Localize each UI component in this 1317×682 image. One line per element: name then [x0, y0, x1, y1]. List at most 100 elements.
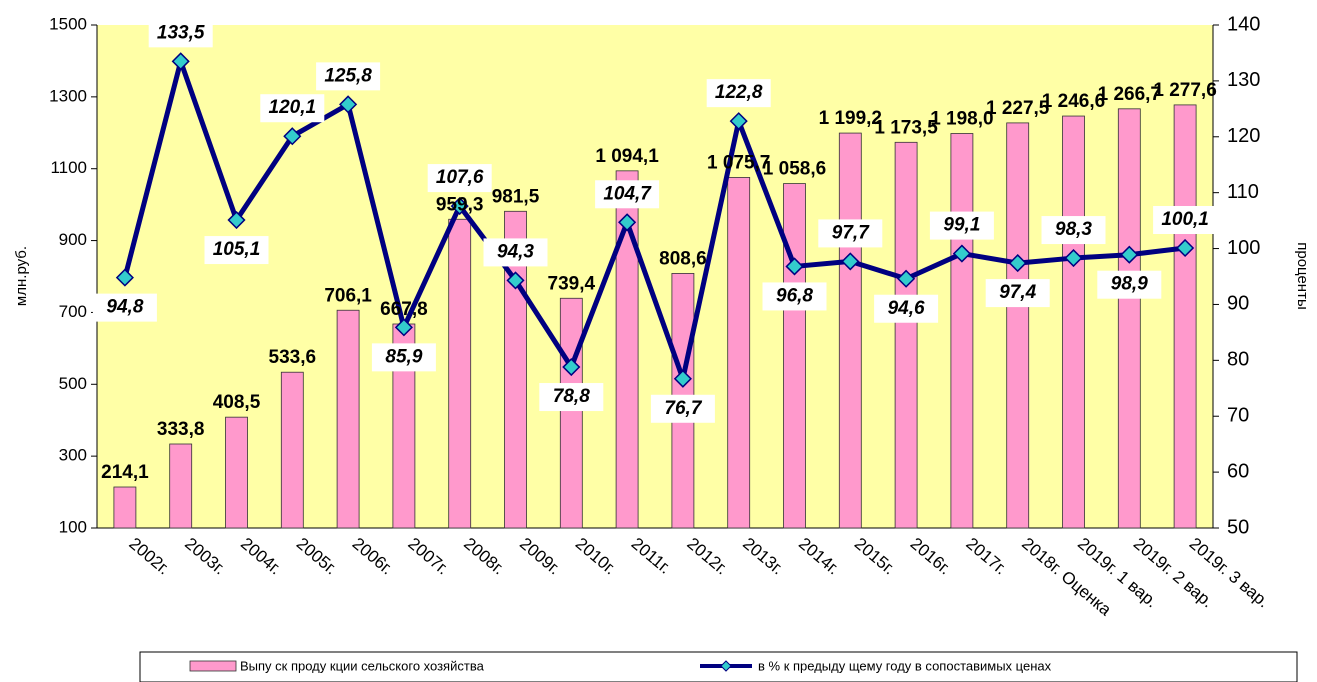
bar-value-label: 808,6 [659, 248, 707, 269]
legend-label: Выпу ск проду кции сельского хозяйства [240, 658, 485, 673]
bar [559, 297, 583, 529]
marker [227, 210, 246, 230]
marker [729, 112, 748, 131]
line-value-label: 120,1 [269, 97, 317, 118]
bar-value-label: 1 199,2 [819, 108, 882, 129]
line-label-box [706, 79, 771, 108]
line-label-box [316, 62, 381, 91]
y-tick-label: 100 [59, 517, 87, 536]
line-label-box [818, 219, 883, 248]
x-tick-label: 2006г. [349, 534, 397, 579]
y-tick-label: 700 [59, 302, 87, 321]
legend-label: в % к предыду щему году в сопоставимых ц… [758, 658, 1052, 673]
bar-value-label: 1 227,5 [986, 98, 1050, 119]
y2-tick-label: 70 [1227, 405, 1249, 427]
line-label-box [260, 94, 325, 123]
bar-value-label: 739,4 [548, 273, 596, 294]
bar [280, 371, 304, 529]
line-value-label: 105,1 [213, 239, 261, 260]
bar-value-label: 1 094,1 [595, 146, 659, 167]
line-value-label: 133,5 [157, 22, 205, 43]
bar [783, 183, 806, 529]
line-value-label: 98,9 [1111, 274, 1148, 295]
marker [450, 197, 469, 216]
y2-tick-label: 50 [1227, 516, 1249, 538]
line-label-box [148, 19, 213, 48]
bar-value-label: 1 058,6 [763, 159, 826, 180]
y2-tick-label: 100 [1227, 237, 1260, 259]
bar-value-label: 1 246,6 [1042, 91, 1105, 112]
line-value-label: 98,3 [1055, 219, 1092, 240]
marker [283, 127, 302, 146]
bar [1173, 104, 1197, 529]
bar [1117, 108, 1141, 529]
x-tick-label: 2003г. [181, 534, 229, 579]
bar-value-label: 1 198,0 [930, 109, 993, 130]
bar-value-label: 667,8 [380, 299, 428, 320]
bar [894, 141, 918, 529]
line-label-box [427, 164, 492, 193]
x-tick-label: 2011г. [628, 534, 675, 578]
marker [115, 268, 134, 287]
line-value-label: 97,4 [999, 282, 1036, 303]
x-tick-label: 2002г. [125, 534, 173, 579]
marker [171, 52, 190, 71]
marker [1008, 254, 1027, 273]
y2-tick-label: 120 [1227, 125, 1260, 147]
y-tick-label: 1300 [49, 86, 87, 105]
y2-tick-label: 90 [1227, 293, 1249, 315]
bar [615, 170, 639, 529]
marker [339, 95, 358, 114]
marker [562, 357, 581, 377]
line-value-label: 76,7 [664, 398, 702, 419]
bar [1062, 115, 1085, 529]
line-value-label: 94,6 [888, 298, 925, 319]
y2-tick-label: 80 [1227, 349, 1249, 371]
line-label-box [874, 294, 939, 323]
bar [113, 486, 137, 529]
line-value-label: 94,8 [106, 297, 143, 318]
line-label-box [1041, 216, 1106, 245]
line-label-box [204, 236, 269, 265]
bar [1006, 122, 1030, 529]
y-tick-label: 500 [59, 374, 87, 393]
marker [506, 271, 525, 290]
legend-bar-icon [189, 660, 237, 672]
line-value-label: 99,1 [943, 215, 980, 236]
marker [673, 369, 692, 388]
line-value-label: 122,8 [715, 82, 763, 103]
marker [841, 252, 860, 271]
bar-value-label: 533,6 [269, 347, 317, 368]
y2-tick-label: 60 [1227, 460, 1249, 482]
line-value-label: 107,6 [436, 167, 484, 188]
bar-value-label: 214,1 [101, 462, 149, 483]
y2-axis-label: проценты [1294, 242, 1311, 310]
x-tick-label: 2008г. [460, 534, 508, 579]
bar-value-label: 1 173,5 [874, 117, 938, 138]
bar [225, 416, 248, 529]
line-label-box [483, 238, 548, 267]
line-value-label: 94,3 [497, 241, 534, 262]
y2-tick-label: 130 [1227, 69, 1260, 91]
line-label-box [929, 211, 994, 240]
bar [448, 218, 472, 529]
line-value-label: 96,8 [776, 285, 813, 306]
bar [336, 309, 360, 529]
line [122, 58, 1186, 382]
line-label-box [539, 383, 604, 412]
x-tick-label: 2015г. [851, 534, 899, 579]
line-label-box [1097, 270, 1162, 299]
line-label-box [92, 293, 157, 322]
line-label-box [650, 394, 715, 423]
y-tick-label: 1100 [50, 158, 87, 177]
bar-value-label: 959,3 [436, 194, 484, 215]
bar-value-label: 1 075,7 [707, 152, 770, 173]
x-tick-label: 2010г. [572, 534, 620, 579]
bar-value-label: 1 277,6 [1153, 80, 1216, 101]
marker [1064, 248, 1083, 268]
bar-value-label: 981,5 [492, 186, 540, 207]
marker [394, 318, 413, 337]
marker [1120, 245, 1139, 264]
x-tick-label: 2007г. [404, 534, 452, 579]
